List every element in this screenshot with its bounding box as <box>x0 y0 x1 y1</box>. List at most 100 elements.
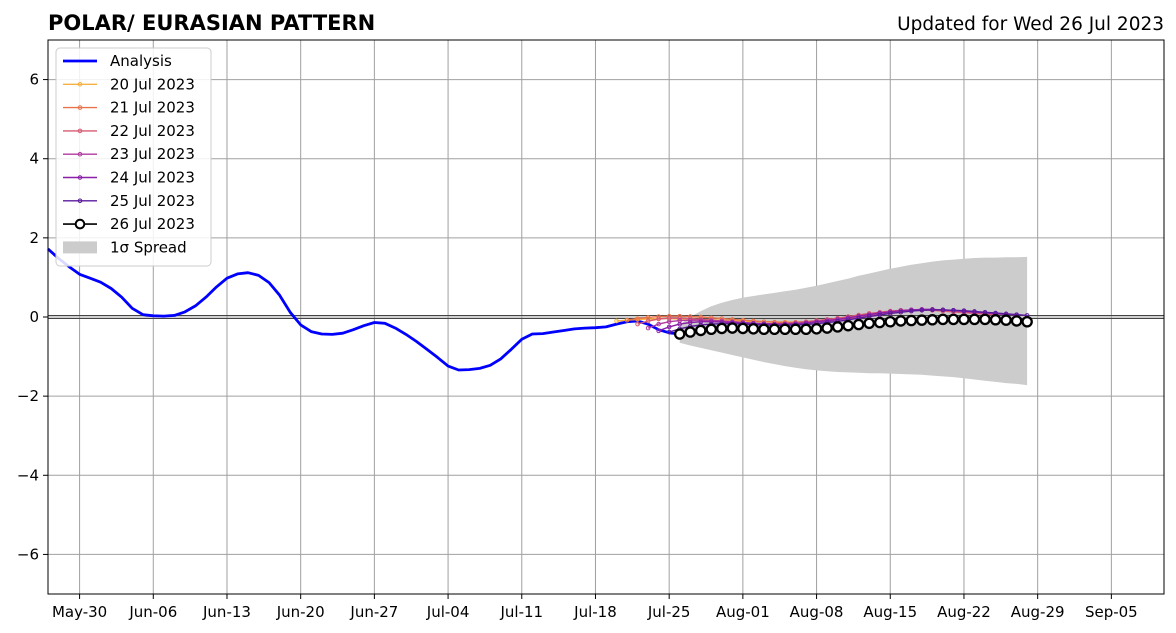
legend-forecast-marker <box>77 82 83 87</box>
analysis-line <box>47 247 680 372</box>
current-forecast-marker <box>842 319 854 332</box>
y-tick-label: −6 <box>17 545 39 563</box>
forecast-marker <box>677 321 682 327</box>
x-tick-label: Jul-11 <box>499 603 543 621</box>
forecast-marker <box>666 329 672 335</box>
current-forecast-marker <box>937 313 949 326</box>
x-tick-label: Jul-04 <box>426 603 470 621</box>
forecast-marker <box>940 307 946 313</box>
legend-forecast-label: 22 Jul 2023 <box>110 122 195 140</box>
legend-forecast-label: 23 Jul 2023 <box>110 145 195 163</box>
legend-forecast-marker <box>77 198 83 204</box>
y-tick-label: 6 <box>29 71 39 89</box>
current-forecast-marker <box>673 328 686 340</box>
legend-current-label: 26 Jul 2023 <box>110 215 195 233</box>
current-forecast-marker <box>747 323 760 335</box>
x-tick-label: Sep-05 <box>1085 603 1138 621</box>
legend-box <box>55 47 212 267</box>
current-forecast-marker <box>716 322 728 335</box>
axis-ticks: May-30 Jun-06 Jun-13 Jun-20 Jun-27 Jul-04 Jul-… <box>17 71 1138 621</box>
current-forecast-marker <box>989 314 1002 326</box>
forecast-marker <box>656 321 661 327</box>
forecast-marker <box>635 316 640 321</box>
current-forecast-marker <box>958 313 970 326</box>
y-tick-label: −4 <box>17 466 39 484</box>
current-forecast-marker <box>821 322 833 334</box>
legend-analysis-label: Analysis <box>110 52 172 70</box>
forecast-marker <box>656 328 661 334</box>
current-forecast-marker <box>726 322 739 334</box>
current-forecast-marker <box>695 324 707 337</box>
forecast-marker <box>909 308 914 314</box>
x-tick-label: Aug-01 <box>716 603 770 621</box>
current-forecast-marker <box>895 315 907 327</box>
current-forecast-marker <box>800 323 812 336</box>
forecast-marker <box>919 307 925 313</box>
y-tick-label: 4 <box>29 150 39 168</box>
current-forecast-marker <box>1000 314 1012 326</box>
x-tick-label: Aug-22 <box>937 603 991 621</box>
x-tick-label: May-30 <box>52 603 107 621</box>
current-forecast-marker <box>810 323 823 335</box>
legend-forecast-marker <box>77 128 83 134</box>
current-forecast-marker <box>1010 315 1023 327</box>
forecast-marker <box>887 311 893 316</box>
forecast-marker <box>645 325 651 331</box>
chart-subtitle: Updated for Wed 26 Jul 2023 <box>897 14 1164 35</box>
x-tick-label: Jul-25 <box>647 603 691 621</box>
x-tick-label: Aug-08 <box>790 603 844 621</box>
chart-title: POLAR/ EURASIAN PATTERN <box>48 11 375 35</box>
current-forecast-marker <box>1021 315 1033 328</box>
series-layer <box>47 247 1033 372</box>
y-tick-label: 2 <box>29 229 39 247</box>
x-tick-label: Jun-13 <box>202 603 251 621</box>
x-tick-label: Aug-29 <box>1011 603 1065 621</box>
current-forecast-marker <box>947 313 960 326</box>
current-forecast-marker <box>968 313 981 326</box>
legend-forecast-marker <box>77 105 83 110</box>
forecast-marker <box>930 307 935 313</box>
forecast-marker <box>624 317 630 323</box>
legend-forecast-label: 24 Jul 2023 <box>110 169 195 187</box>
current-forecast-marker <box>768 323 781 336</box>
current-forecast-marker <box>831 321 844 333</box>
current-forecast-marker <box>863 317 875 330</box>
current-forecast-marker <box>905 314 918 327</box>
current-forecast-marker <box>789 323 802 336</box>
current-forecast-marker <box>737 322 749 335</box>
legend: Analysis 20 Jul 2023 21 Jul 2023 22 Jul 202… <box>55 47 212 267</box>
spread-polygon <box>679 256 1028 386</box>
y-tick-label: −2 <box>17 387 39 405</box>
legend-forecast-label: 25 Jul 2023 <box>110 192 195 210</box>
current-forecast-marker <box>926 314 939 326</box>
current-forecast-marker <box>852 318 865 331</box>
forecast-marker <box>666 319 672 325</box>
forecast-marker <box>961 308 967 313</box>
current-forecast-marker <box>758 323 770 336</box>
y-tick-label: 0 <box>29 308 39 326</box>
legend-spread-swatch <box>63 241 97 254</box>
x-tick-label: Jun-27 <box>349 603 398 621</box>
current-forecast-marker <box>979 313 991 326</box>
current-forecast-marker <box>873 316 886 329</box>
legend-forecast-label: 20 Jul 2023 <box>110 75 195 93</box>
current-forecast-marker <box>884 315 897 328</box>
x-tick-label: Jul-18 <box>573 603 617 621</box>
forecast-marker <box>656 316 661 322</box>
forecast-marker <box>951 307 956 313</box>
current-forecast-marker <box>916 314 928 326</box>
x-tick-label: Aug-15 <box>863 603 917 621</box>
x-tick-label: Jun-06 <box>128 603 177 621</box>
forecast-marker <box>614 318 619 324</box>
current-forecast-marker <box>779 323 791 336</box>
forecast-marker <box>666 324 672 330</box>
forecast-marker <box>972 309 977 314</box>
legend-forecast-label: 21 Jul 2023 <box>110 99 195 117</box>
spread-band <box>679 256 1028 386</box>
legend-forecast-marker <box>77 175 83 180</box>
forecast-marker <box>645 318 651 324</box>
forecast-marker <box>635 321 640 327</box>
x-tick-label: Jun-20 <box>276 603 325 621</box>
forecast-marker <box>898 309 904 315</box>
